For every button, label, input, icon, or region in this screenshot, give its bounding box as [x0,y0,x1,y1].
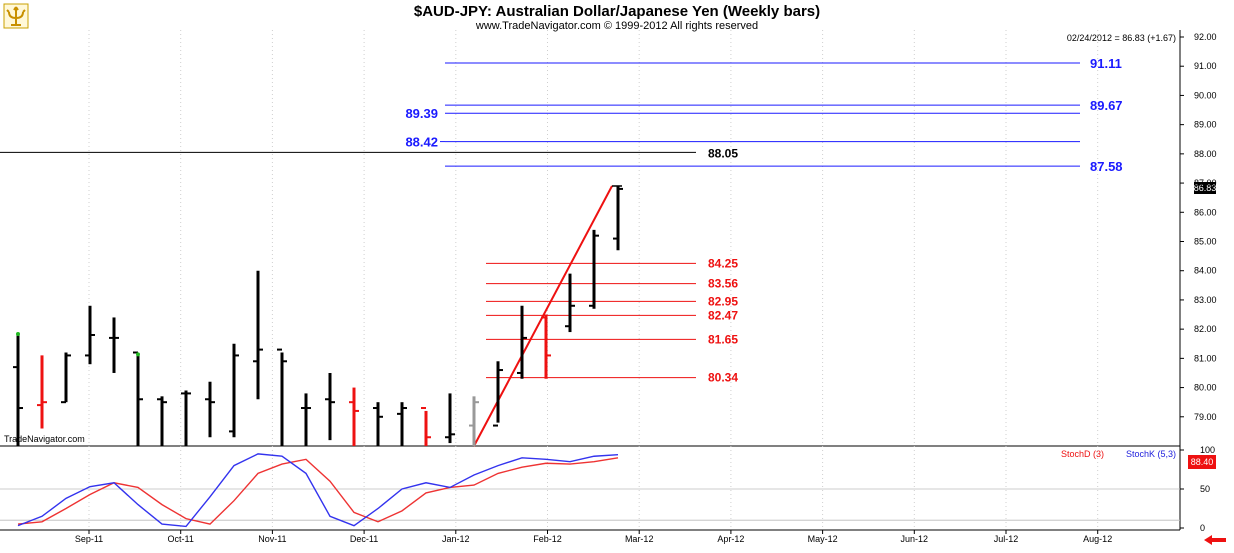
y-tick-label: 88.00 [1194,149,1217,159]
y-tick-label: 81.00 [1194,353,1217,363]
chart-subtitle: www.TradeNavigator.com © 1999-2012 All r… [475,20,758,32]
stoch-last-label: 88.40 [1191,457,1214,467]
fib-red-label: 81.65 [708,332,738,346]
x-tick-label: Oct-11 [168,534,194,544]
x-tick-label: Mar-12 [625,534,654,544]
fib-blue-label: 87.58 [1090,159,1123,174]
x-tick-label: Aug-12 [1083,534,1112,544]
signal-dot [16,331,20,336]
stoch-y-tick-label: 50 [1200,484,1210,494]
last-price-tag: 86.83 [1194,182,1217,194]
stochastic-panel [17,453,619,528]
stoch-d-line [17,457,619,525]
price-bars [13,185,623,446]
x-tick-label: Dec-11 [350,534,378,544]
fib-blue-label: 89.67 [1090,98,1123,113]
y-tick-label: 89.00 [1194,120,1217,130]
stoch-k-line [17,453,619,528]
quote-readout: 02/24/2012 = 86.83 (+1.67) [1067,33,1176,43]
y-tick-label: 82.00 [1194,324,1217,334]
fib-blue-label: 91.11 [1090,56,1122,71]
x-tick-label: Feb-12 [533,534,562,544]
y-tick-label: 79.00 [1194,412,1217,422]
fib-red-label: 82.47 [708,308,738,322]
fib-red-label: 82.95 [708,294,738,308]
x-tick-label: May-12 [808,534,838,544]
trident-logo-icon[interactable] [3,3,29,29]
x-tick-label: Jun-12 [901,534,929,544]
y-tick-label: 85.00 [1194,237,1217,247]
price-axis: 79.00 80.00 81.00 82.00 83.00 84.00 85.00 86.00… [1180,32,1217,533]
fib-blue-label: 88.42 [405,135,438,150]
x-tick-label: Jul-12 [994,534,1019,544]
signal-dot [136,352,140,357]
last-price-label: 86.83 [1194,183,1217,193]
legend-stochd: StochD (3) [1061,449,1104,459]
y-tick-label: 90.00 [1194,90,1217,100]
x-tick-label: Jan-12 [442,534,470,544]
y-tick-label: 87.00 [1194,178,1217,188]
fib-red-label: 84.25 [708,256,738,270]
stoch-last-tag: 88.40 [1188,455,1216,469]
y-tick-label: 86.00 [1194,207,1217,217]
grid-lines [0,30,1180,530]
chart-title: $AUD-JPY: Australian Dollar/Japanese Yen… [414,3,820,20]
fib-red-label: 80.34 [708,371,738,385]
y-tick-label: 84.00 [1194,266,1217,276]
stoch-y-tick-label: 100 [1200,445,1215,455]
x-tick-label: Apr-12 [717,534,744,544]
chart-frame [0,30,1181,531]
watermark: TradeNavigator.com [4,434,85,444]
legend-stochk: StochK (5,3) [1126,449,1176,459]
y-tick-label: 92.00 [1194,32,1217,42]
y-tick-label: 91.00 [1194,61,1217,71]
resistance-label: 88.05 [708,146,738,160]
fib-levels: 88.05 91.11 89.67 89.39 88.42 87.58 84.25 83.56… [0,56,1123,385]
trend-line-segment [473,185,613,447]
y-tick-label: 80.00 [1194,383,1217,393]
y-tick-label: 83.00 [1194,295,1217,305]
fib-red-label: 83.56 [708,277,738,291]
fib-blue-label: 89.39 [405,106,438,121]
stoch-y-tick-label: 0 [1200,523,1205,533]
scroll-left-arrow-icon[interactable] [1200,534,1228,546]
time-axis: Sep-11 Oct-11 Nov-11 Dec-11 Jan-12 Feb-12 Mar-… [75,530,1112,544]
x-tick-label: Sep-11 [75,534,103,544]
x-tick-label: Nov-11 [258,534,286,544]
